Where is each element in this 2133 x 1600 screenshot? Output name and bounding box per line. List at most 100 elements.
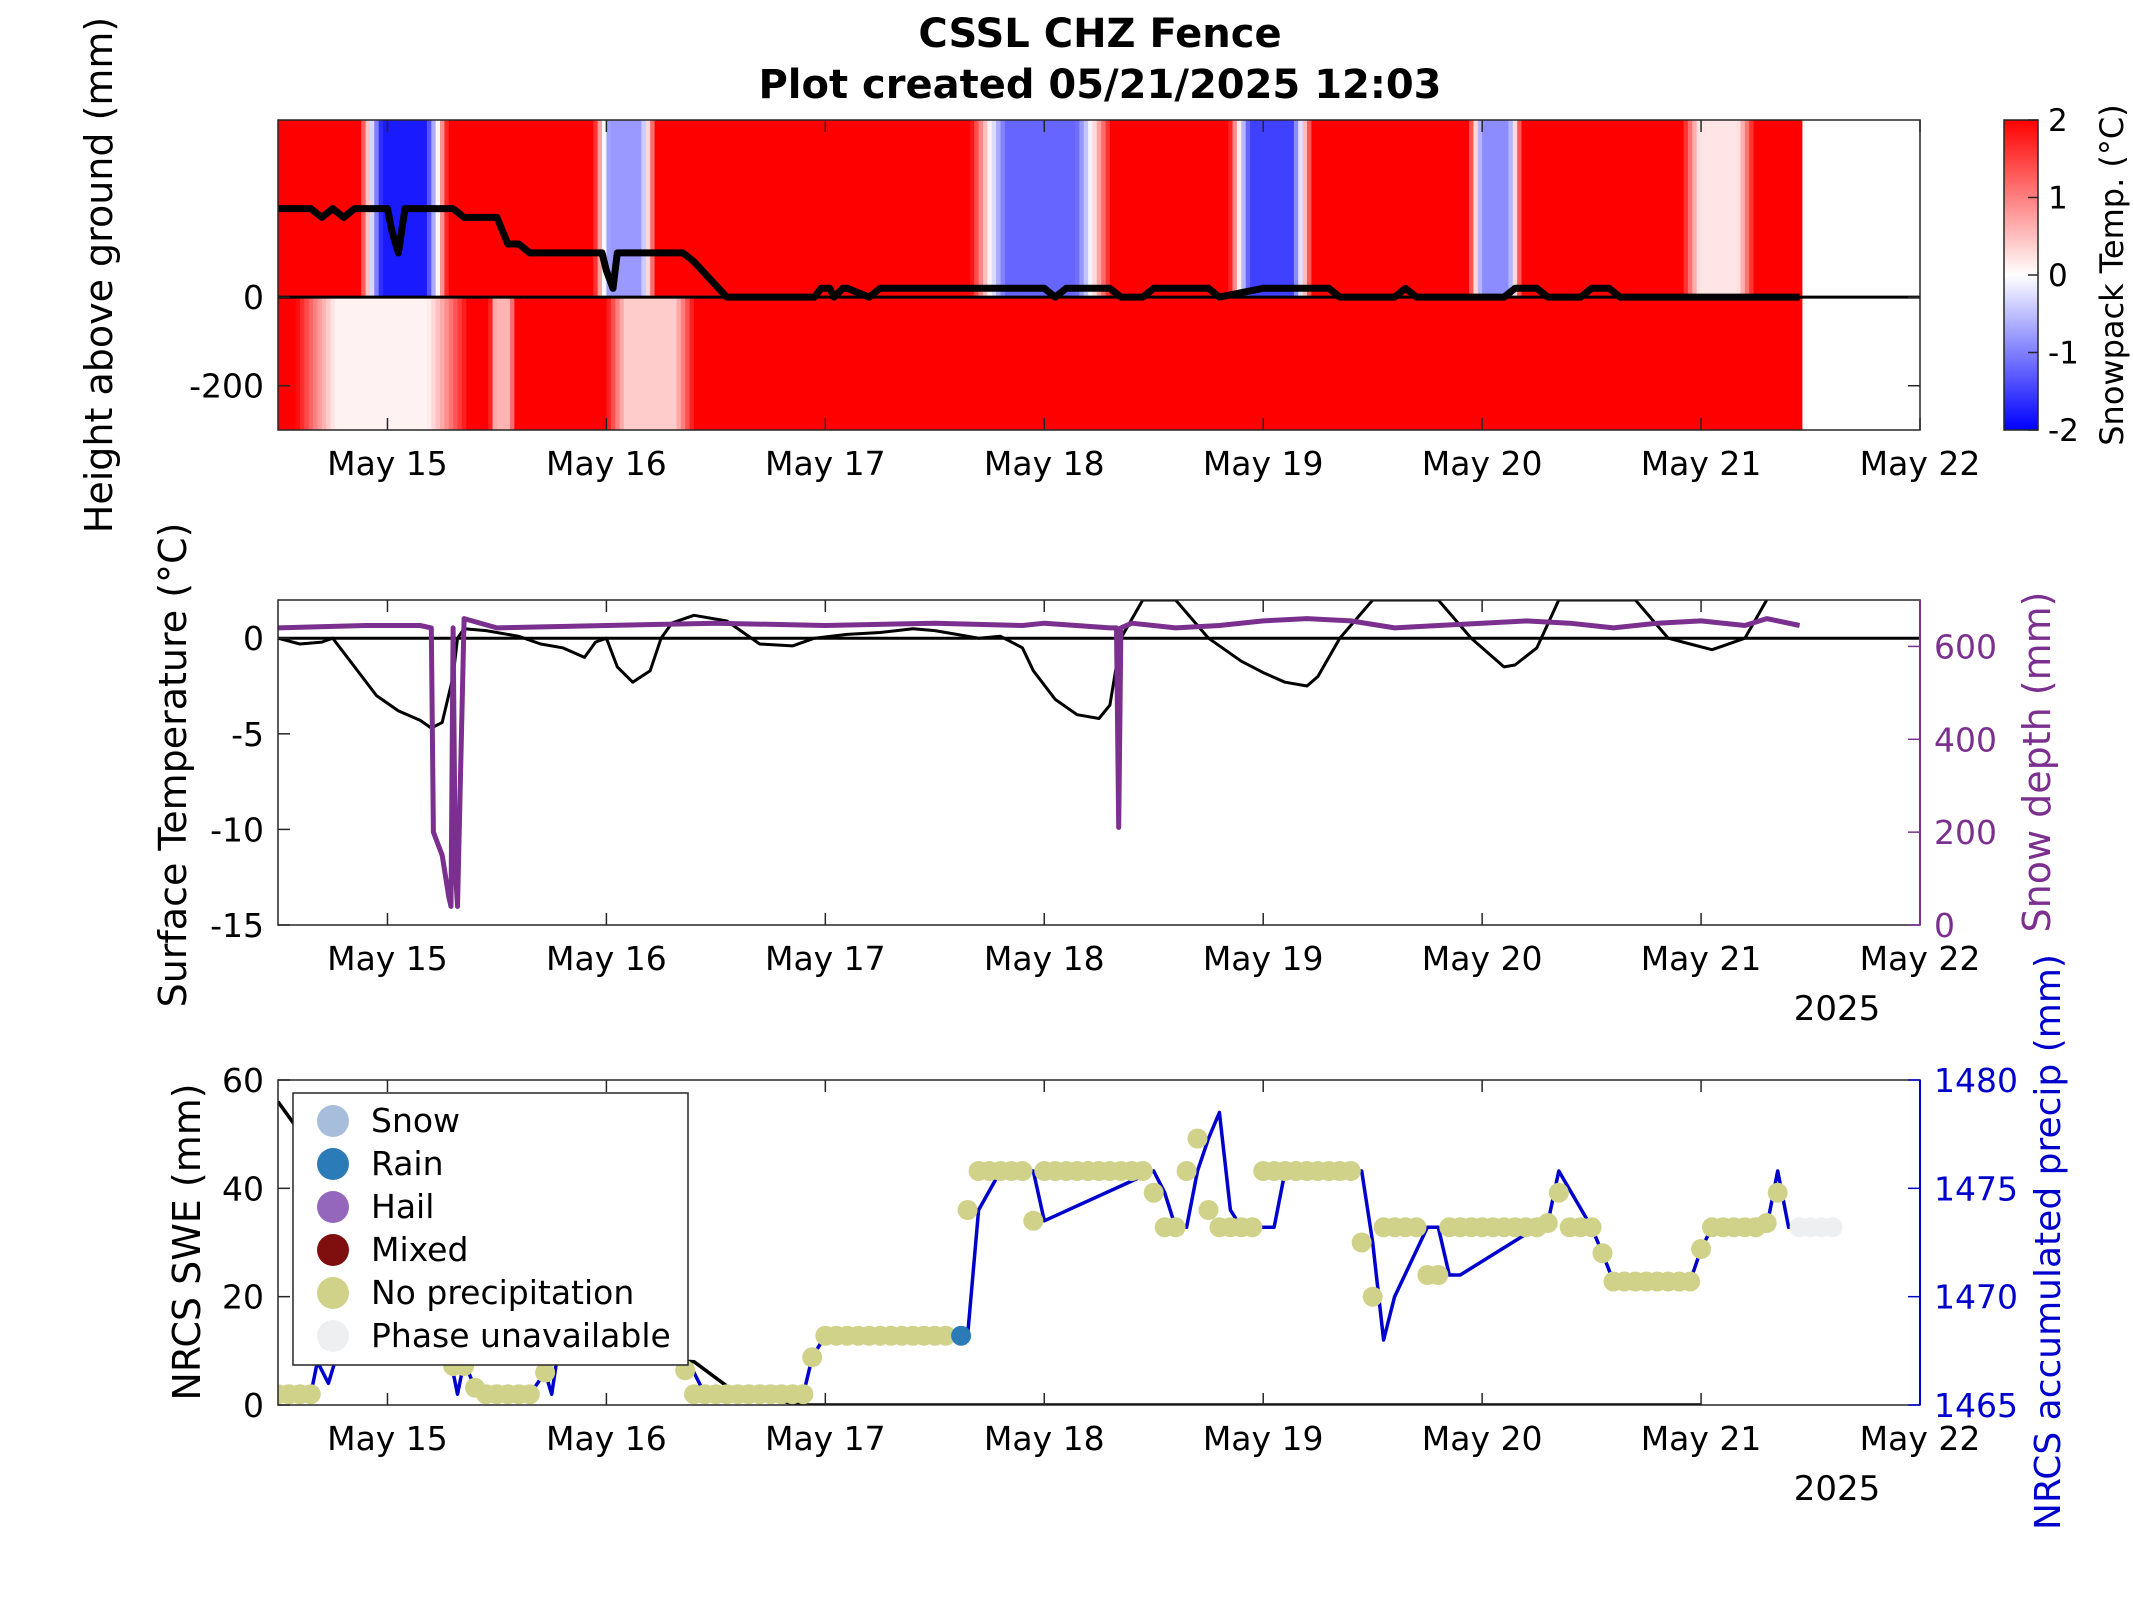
precip-ytick-label: 1465 bbox=[1934, 1386, 2018, 1425]
heatmap-cell-above bbox=[698, 120, 704, 298]
heatmap-cell-above bbox=[1324, 120, 1330, 298]
swe-ytick-label: 40 bbox=[222, 1169, 264, 1208]
heatmap-cell-above bbox=[834, 120, 840, 298]
heatmap-cell-above bbox=[1692, 120, 1698, 298]
heatmap-cell-above bbox=[532, 120, 537, 298]
heatmap-cell-below bbox=[799, 297, 805, 430]
heatmap-cell-above bbox=[1508, 120, 1514, 298]
heatmap-cell-above bbox=[926, 120, 931, 298]
heatmap-cell-below bbox=[1298, 297, 1304, 430]
precip-ytick-label: 1475 bbox=[1934, 1169, 2018, 1208]
heatmap-cell-below bbox=[1539, 297, 1545, 430]
heatmap-cell-above bbox=[1254, 120, 1260, 298]
colorbar-tick-label: -2 bbox=[2048, 413, 2079, 449]
heatmap-cell-below bbox=[1289, 297, 1295, 430]
heatmap-cell-above bbox=[904, 120, 910, 298]
heatmap-cell-below bbox=[860, 297, 866, 430]
heatmap-cell-above bbox=[396, 120, 402, 298]
heatmap-cell-below bbox=[1552, 297, 1558, 430]
heatmap-cell-below bbox=[1683, 297, 1689, 430]
heatmap-cell-above bbox=[492, 120, 498, 298]
heatmap-cell-above bbox=[952, 120, 958, 298]
heatmap-cell-above bbox=[628, 120, 634, 298]
heatmap-cell-below bbox=[1101, 297, 1107, 430]
snowpack-xtick-label: May 15 bbox=[327, 444, 448, 483]
heatmap-cell-below bbox=[654, 297, 660, 430]
colorbar-tick-label: -1 bbox=[2048, 336, 2079, 372]
heatmap-cell-above bbox=[1311, 120, 1317, 298]
heatmap-cell-above bbox=[891, 120, 896, 298]
heatmap-cell-above bbox=[864, 120, 870, 298]
heatmap-cell-above bbox=[1499, 120, 1505, 298]
heatmap-cell-above bbox=[1175, 120, 1181, 298]
heatmap-cell-below bbox=[299, 297, 305, 430]
heatmap-cell-above bbox=[479, 120, 485, 298]
precip-ytick-label: 1480 bbox=[1934, 1061, 2018, 1100]
heatmap-cell-above bbox=[1171, 120, 1177, 298]
heatmap-cell-above bbox=[733, 120, 739, 298]
no-precip-point bbox=[935, 1325, 956, 1346]
heatmap-cell-above bbox=[1377, 120, 1382, 298]
heatmap-cell-below bbox=[1425, 297, 1431, 430]
no-precip-point bbox=[1198, 1200, 1219, 1220]
heatmap-cell-above bbox=[1455, 120, 1461, 298]
heatmap-cell-above bbox=[567, 120, 572, 298]
heatmap-cell-below bbox=[588, 297, 594, 430]
heatmap-cell-below bbox=[733, 297, 739, 430]
heatmap-cell-above bbox=[908, 120, 914, 298]
colorbar-ticks: 2 1 0 -1 -2 bbox=[2028, 103, 2079, 449]
heatmap-cell-below bbox=[536, 297, 542, 430]
heatmap-cell-below bbox=[1223, 297, 1229, 430]
heatmap-cell-below bbox=[440, 297, 445, 430]
heatmap-cell-above bbox=[667, 120, 673, 298]
heatmap-cell-below bbox=[334, 297, 340, 430]
heatmap-cell-above bbox=[1180, 120, 1185, 298]
heatmap-cell-below bbox=[996, 297, 1002, 430]
heatmap-cell-below bbox=[794, 297, 800, 430]
heatmap-cell-below bbox=[1635, 297, 1641, 430]
heatmap-cell-below bbox=[1158, 297, 1164, 430]
heatmap-cell-above bbox=[1337, 120, 1343, 298]
heatmap-cell-above bbox=[873, 120, 879, 298]
heatmap-cell-below bbox=[532, 297, 537, 430]
heatmap-cell-above bbox=[339, 120, 345, 298]
heatmap-cell-above bbox=[645, 120, 651, 298]
heatmap-cell-below bbox=[1534, 297, 1540, 430]
snowpack-heatmap-panel: May 15 May 16 May 17 May 18 May 19 May 20 May … bbox=[77, 17, 1980, 534]
no-precip-point bbox=[1756, 1213, 1777, 1233]
heatmap-cell-below bbox=[1709, 297, 1715, 430]
legend-marker bbox=[317, 1105, 349, 1137]
surface-axes-box bbox=[277, 599, 1921, 926]
heatmap-cell-below bbox=[930, 297, 936, 430]
no-precip-point bbox=[1187, 1128, 1208, 1149]
heatmap-cell-above bbox=[1201, 120, 1207, 298]
heatmap-cell-above bbox=[1469, 120, 1474, 298]
heatmap-cell-below bbox=[772, 297, 778, 430]
heatmap-cell-above bbox=[1644, 120, 1650, 298]
heatmap-cell-below bbox=[1140, 297, 1146, 430]
heatmap-cell-above bbox=[1753, 120, 1759, 298]
heatmap-cell-below bbox=[1749, 297, 1755, 430]
heatmap-cell-above bbox=[1057, 120, 1063, 298]
heatmap-cell-above bbox=[457, 120, 463, 298]
heatmap-cell-above bbox=[623, 120, 629, 298]
heatmap-cell-above bbox=[1740, 120, 1746, 298]
no-precip-point bbox=[535, 1362, 556, 1383]
heatmap-cell-above bbox=[1429, 120, 1435, 298]
snow-depth-ylabel: Snow depth (mm) bbox=[2015, 592, 2059, 933]
heatmap-cell-above bbox=[466, 120, 472, 298]
heatmap-cell-above bbox=[860, 120, 866, 298]
heatmap-cell-below bbox=[1385, 297, 1391, 430]
heatmap-cell-below bbox=[1512, 297, 1518, 430]
precip-xtick-label: May 17 bbox=[765, 1419, 886, 1458]
heatmap-cell-above bbox=[1407, 120, 1413, 298]
heatmap-cell-below bbox=[339, 297, 345, 430]
surface-year-label: 2025 bbox=[1794, 989, 1881, 1029]
heatmap-cell-below bbox=[545, 297, 551, 430]
heatmap-cell-above bbox=[1718, 120, 1724, 298]
snowpack-ytick-label: 0 bbox=[243, 278, 264, 317]
heatmap-cell-above bbox=[1657, 120, 1663, 298]
heatmap-cell-below bbox=[1521, 297, 1527, 430]
heatmap-cell-below bbox=[742, 297, 748, 430]
heatmap-cell-below bbox=[1153, 297, 1159, 430]
